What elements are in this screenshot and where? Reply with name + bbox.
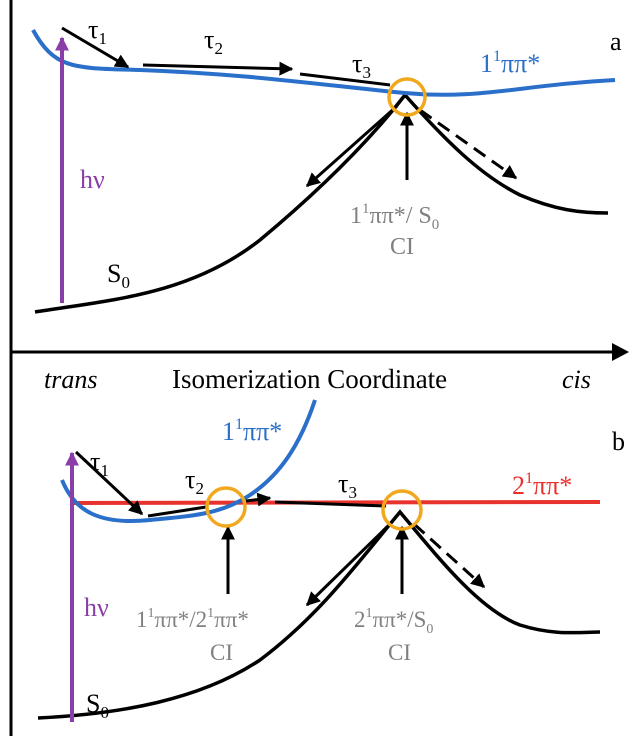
panel-a-ci-label: 11ππ*/ S0: [350, 201, 439, 233]
panel-a-tau3-arrow: [299, 72, 391, 87]
panel-a-return-arrow: [305, 104, 398, 188]
axis-left-label: trans: [44, 365, 97, 394]
panel-b-ground-state-curve: [37, 509, 601, 720]
panel-a-ci-circle: [387, 77, 427, 117]
panel-a-excited-state-label: 11ππ*: [480, 48, 540, 78]
panel-a-s0-label: S0: [107, 259, 130, 292]
panel-b-ci2-circle: [381, 489, 423, 531]
panel-b-s1-curve: [60, 399, 317, 523]
panel-a-ci-word: CI: [390, 234, 414, 260]
panel-b-letter: b: [612, 427, 625, 456]
panel-b-tau3-label: τ3: [338, 469, 357, 502]
panel-b-tau1-arrow: [74, 450, 144, 516]
panel-a-isomer-arrow: [419, 108, 518, 180]
horizontal-axis-arrowhead: [612, 343, 629, 361]
panel-b-s2-label: 21ππ*: [512, 470, 572, 500]
panel-a-ground-state-curve: [34, 92, 609, 314]
axis-title: Isomerization Coordinate: [172, 364, 447, 394]
panel-b-ci2-word: CI: [388, 640, 411, 665]
panel-a-tau2-label: τ2: [204, 25, 223, 58]
panel-a: a τ1 τ2 τ3 11ππ* hν S0 11ππ*/ S0 CI: [31, 15, 622, 314]
panel-b-tau2-arrow-b: [245, 492, 272, 507]
panel-b-tau3-arrow: [274, 500, 387, 508]
panel-b-ci2-label: 21ππ*/S0: [354, 606, 433, 637]
panel-b-s1-label: 11ππ*: [222, 416, 282, 446]
panel-a-tau3-label: τ3: [352, 49, 371, 82]
panel-a-hv-label: hν: [80, 165, 105, 194]
panel-b-tau2-arrow: [147, 505, 207, 518]
panel-a-tau2-arrow: [142, 61, 294, 76]
panel-b-isomer-arrow: [412, 522, 486, 589]
panel-b-return-arrow: [305, 522, 392, 607]
panel-b-ci1-word: CI: [210, 640, 233, 665]
panel-a-tau1-arrow: [61, 26, 130, 69]
panel-b-s2-curve: [69, 500, 601, 505]
panel-b: b τ1 τ2 τ3 11ππ* 21ππ* hν S0 11ππ*/21ππ*…: [37, 399, 625, 722]
panel-a-letter: a: [610, 27, 622, 56]
panel-a-tau1-label: τ1: [88, 15, 107, 48]
panel-a-excited-state-curve: [31, 29, 616, 97]
panel-b-s0-label: S0: [86, 689, 109, 722]
panel-b-tau1-label: τ1: [90, 447, 109, 480]
panel-b-tau2-label: τ2: [185, 465, 204, 498]
panel-b-ci1-circle: [205, 486, 247, 528]
panel-b-hv-label: hν: [84, 593, 109, 622]
axis-right-label: cis: [562, 365, 591, 394]
panel-b-ci1-label: 11ππ*/21ππ*: [136, 606, 249, 632]
